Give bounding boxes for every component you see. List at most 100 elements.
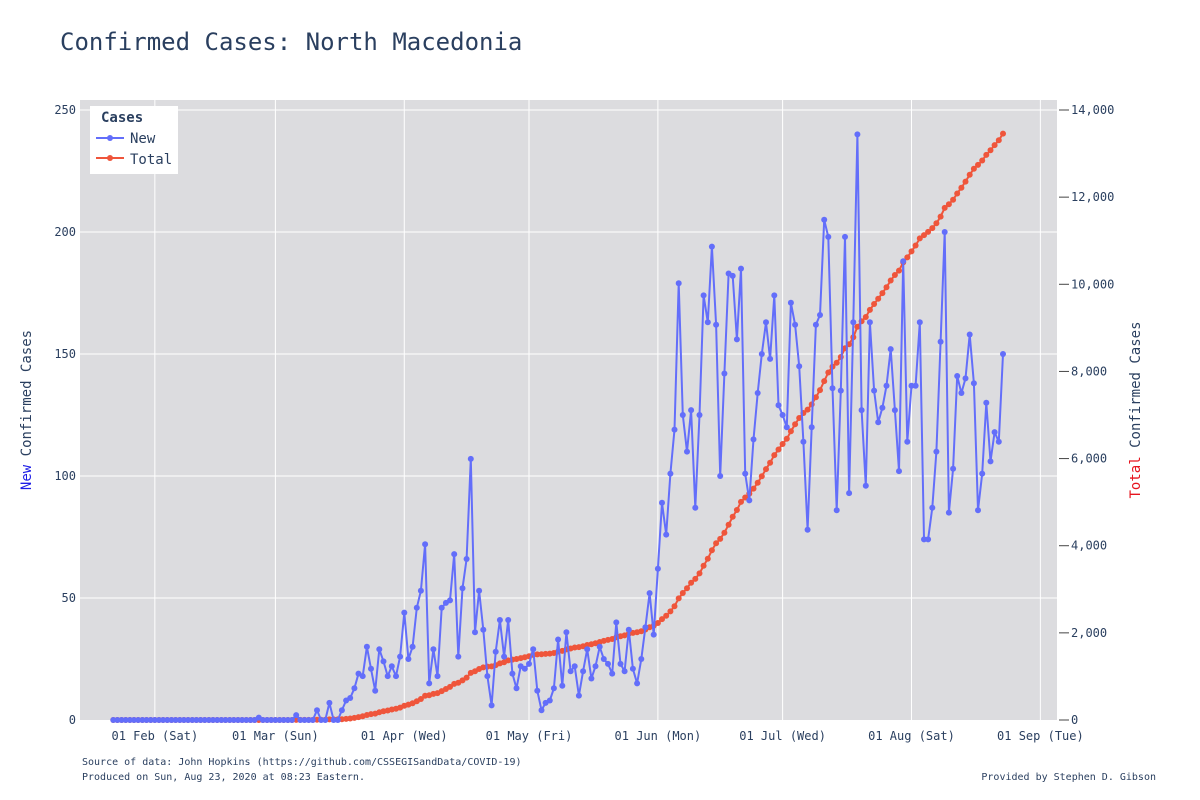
point-new [380, 658, 387, 665]
point-total [654, 620, 661, 626]
point-new [717, 473, 724, 479]
point-total [663, 612, 670, 619]
footer-credit: Provided by Stephen D. Gibson [981, 772, 1156, 783]
point-new [180, 717, 187, 723]
point-new [301, 717, 308, 723]
point-new [817, 312, 823, 318]
point-new [143, 717, 150, 723]
point-new [829, 385, 836, 392]
point-new [164, 717, 171, 723]
point-new [521, 665, 528, 672]
y-left-tick-label: 50 [62, 591, 76, 605]
y-left-tick-label: 100 [54, 469, 76, 483]
x-tick-label: 01 Jul (Wed) [739, 729, 826, 743]
point-new [459, 585, 466, 592]
point-new [563, 629, 570, 636]
point-new [634, 680, 641, 687]
point-new [438, 604, 445, 611]
point-new [605, 660, 611, 667]
point-new [654, 565, 661, 572]
point-total [954, 190, 961, 197]
point-new [463, 556, 470, 562]
legend-item-new[interactable]: New [96, 131, 156, 147]
point-new [538, 707, 545, 714]
legend-item-total[interactable]: Total [96, 152, 172, 168]
point-new [434, 673, 441, 680]
point-new [417, 587, 424, 594]
point-new [131, 717, 137, 723]
point-new [314, 707, 320, 714]
point-new [954, 373, 961, 379]
point-new [796, 363, 803, 370]
point-total [904, 254, 911, 261]
point-new [958, 390, 965, 396]
y-left-label: New Confirmed Cases [19, 330, 35, 490]
point-new [613, 619, 620, 626]
x-tick-label: 01 Aug (Sat) [868, 729, 955, 743]
point-new [193, 717, 200, 723]
point-total [417, 696, 424, 702]
point-new [891, 407, 898, 414]
point-total [854, 323, 861, 330]
point-new [430, 646, 437, 653]
point-new [850, 319, 857, 326]
point-new [679, 412, 686, 418]
point-new [638, 656, 645, 662]
point-total [792, 421, 799, 428]
legend[interactable]: Cases New Total [90, 106, 178, 174]
point-new [684, 448, 690, 455]
y-left-tick-label: 250 [54, 103, 76, 117]
point-total [879, 290, 886, 297]
point-new [222, 717, 229, 723]
point-new [247, 717, 254, 723]
point-new [875, 419, 882, 426]
legend-title: Cases [101, 110, 143, 126]
point-new [767, 355, 774, 362]
point-new [338, 707, 345, 714]
point-new [663, 531, 670, 538]
point-new [995, 438, 1002, 445]
point-new [621, 668, 628, 675]
point-new [388, 663, 395, 670]
point-new [297, 717, 304, 723]
point-new [883, 382, 890, 389]
point-new [950, 465, 957, 472]
point-new [268, 717, 275, 723]
point-total [925, 228, 932, 235]
point-new [580, 668, 587, 675]
point-new [704, 319, 711, 326]
point-total [738, 498, 744, 505]
point-new [937, 338, 944, 345]
point-new [334, 717, 341, 723]
legend-total-label: Total [130, 152, 172, 168]
point-new [447, 597, 453, 604]
point-new [451, 551, 458, 558]
point-new [534, 687, 541, 694]
x-tick-label: 01 May (Fri) [486, 729, 573, 743]
point-new [916, 319, 923, 326]
point-new [821, 216, 828, 223]
point-total [771, 452, 778, 459]
y-right-tick-label: 8,000 [1071, 364, 1107, 378]
point-new [405, 656, 412, 662]
point-new [555, 636, 562, 643]
point-new [933, 448, 940, 455]
point-new [966, 331, 973, 338]
point-new [567, 668, 574, 675]
point-new [550, 685, 557, 692]
point-new [110, 717, 117, 723]
point-new [214, 717, 221, 723]
point-new [280, 717, 287, 723]
legend-new-label: New [130, 131, 156, 147]
point-new [812, 321, 819, 328]
point-new [272, 717, 279, 723]
point-new [609, 670, 616, 677]
point-new [326, 699, 333, 706]
point-new [629, 665, 636, 672]
point-new [318, 717, 325, 723]
point-new [742, 470, 749, 477]
point-new [376, 646, 383, 653]
point-new [584, 646, 591, 653]
point-new [509, 670, 516, 677]
x-tick-label: 01 Apr (Wed) [361, 729, 448, 743]
